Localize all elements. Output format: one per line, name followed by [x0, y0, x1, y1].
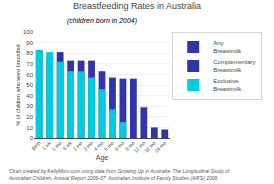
svg-text:1 wk: 1 wk: [41, 139, 53, 151]
svg-text:80: 80: [26, 50, 33, 56]
svg-text:ComplementaryBreastmilk: ComplementaryBreastmilk: [213, 59, 255, 73]
svg-text:Age: Age: [96, 154, 109, 162]
svg-text:20: 20: [26, 114, 33, 120]
svg-text:Chart created by KellyMom.com: Chart created by KellyMom.com using data…: [8, 168, 230, 181]
svg-text:60: 60: [26, 72, 33, 78]
svg-text:18 mo: 18 mo: [143, 140, 157, 154]
svg-text:10: 10: [26, 125, 33, 131]
svg-text:24 mo: 24 mo: [153, 140, 167, 154]
svg-text:Breastfeeding Rates in Austral: Breastfeeding Rates in Australia: [73, 1, 201, 11]
svg-text:50: 50: [26, 82, 33, 88]
svg-text:% of children who were breastf: % of children who were breastfed: [15, 44, 21, 125]
svg-text:1 mo: 1 mo: [51, 140, 63, 152]
svg-text:12 mo: 12 mo: [132, 140, 146, 154]
svg-text:2 mo: 2 mo: [71, 140, 83, 152]
svg-text:0: 0: [30, 135, 34, 141]
svg-text:9 mo: 9 mo: [124, 140, 136, 152]
svg-text:6 mo: 6 mo: [113, 140, 125, 152]
svg-text:ExclusiveBreastmilk: ExclusiveBreastmilk: [213, 78, 242, 92]
svg-text:40: 40: [26, 93, 33, 99]
svg-text:5 mo: 5 mo: [103, 140, 115, 152]
svg-text:3 mo: 3 mo: [82, 140, 94, 152]
svg-text:70: 70: [26, 61, 33, 67]
svg-text:30: 30: [26, 103, 33, 109]
svg-text:6 wk: 6 wk: [62, 139, 74, 151]
svg-text:Birth: Birth: [30, 140, 42, 152]
svg-text:100: 100: [23, 29, 34, 35]
svg-text:(children born in 2004): (children born in 2004): [67, 17, 137, 25]
svg-text:90: 90: [26, 40, 33, 46]
svg-text:AnyBreastmilk: AnyBreastmilk: [213, 40, 242, 54]
svg-text:4 mo: 4 mo: [92, 140, 104, 152]
